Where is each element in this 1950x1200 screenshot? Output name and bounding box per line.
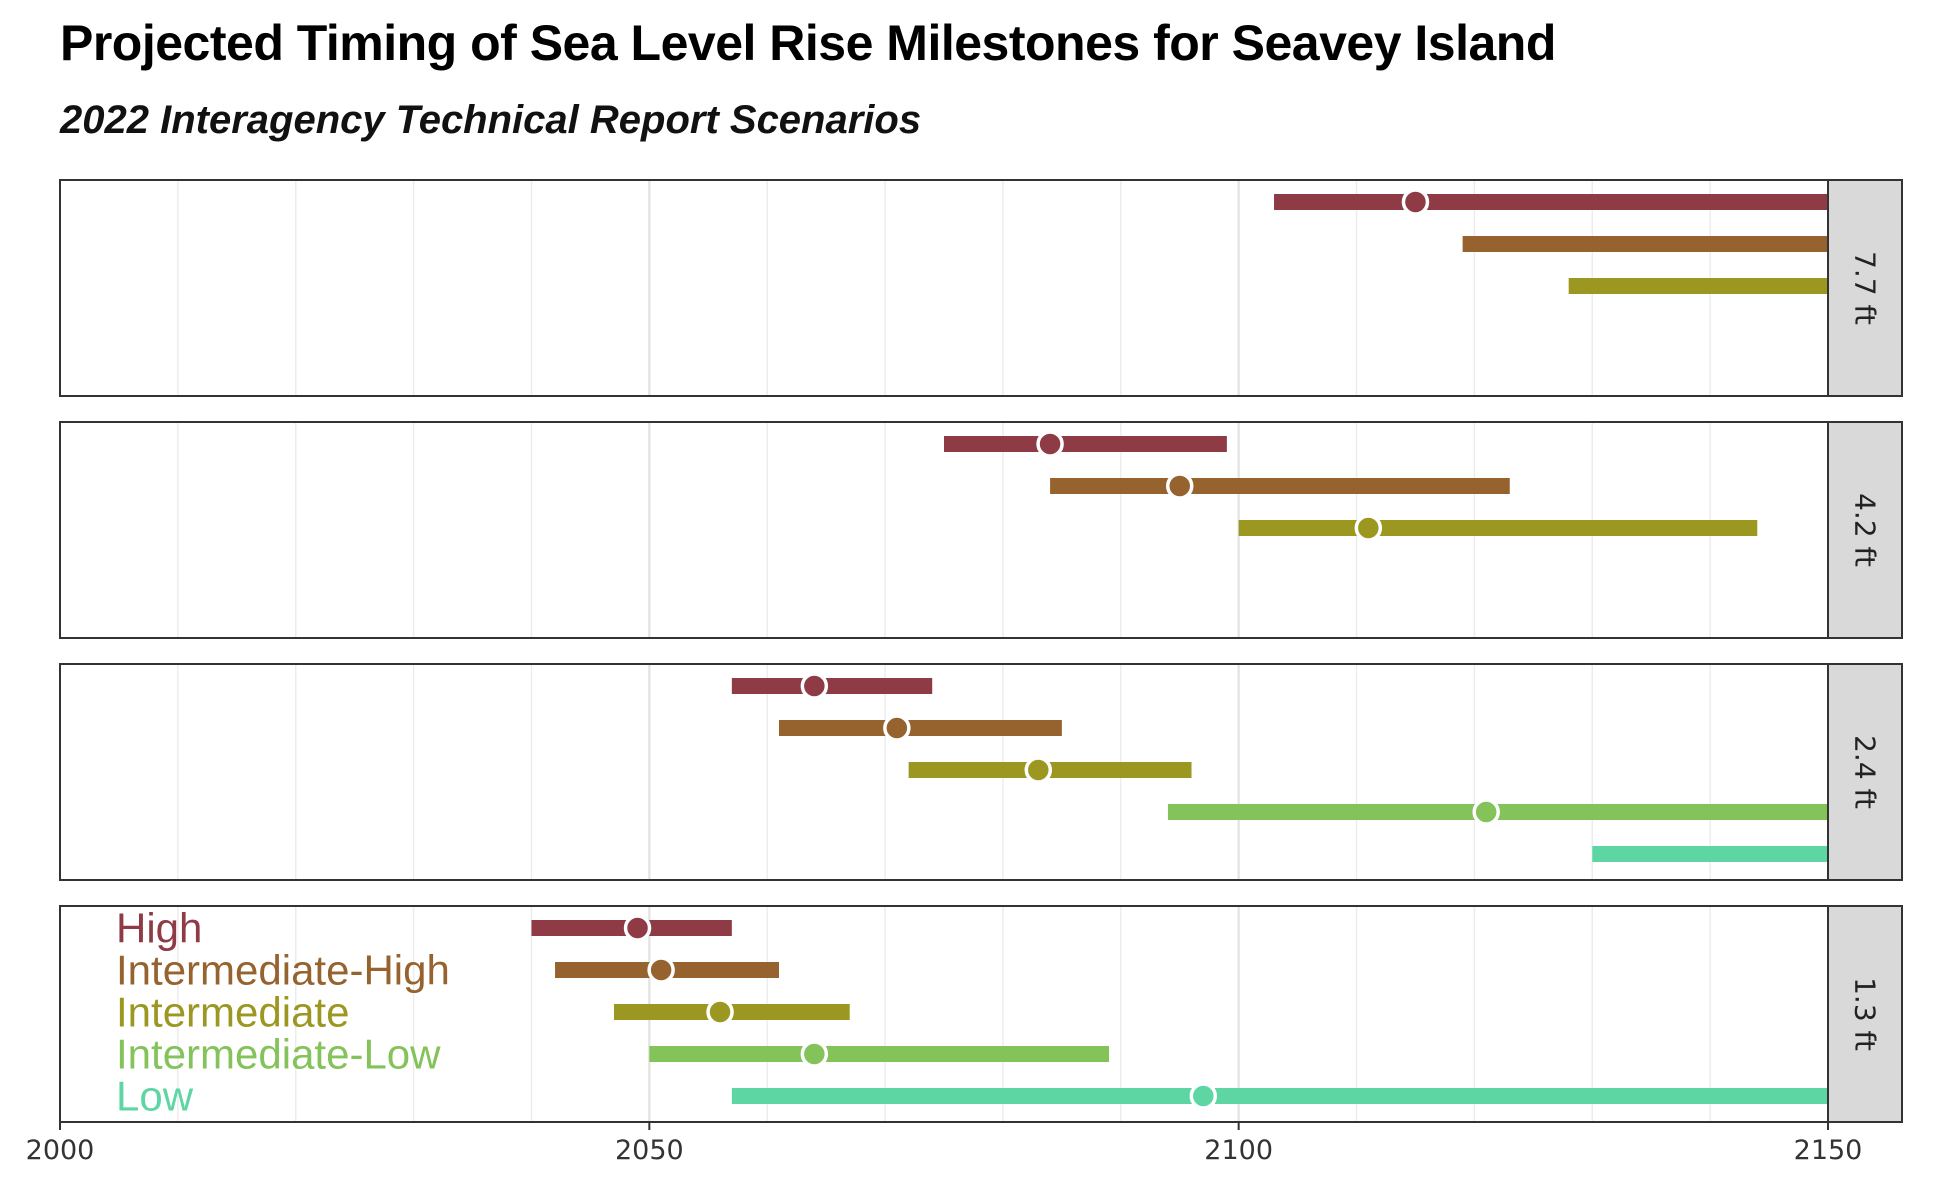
panel-7-7-ft: 7.7 ft (59, 179, 1903, 397)
panel-2-4-ft: 2.4 ft (59, 663, 1903, 881)
facet-label: 1.3 ft (1849, 977, 1882, 1051)
legend-entry-intermediate-low: Intermediate-Low (116, 1031, 441, 1078)
median-point-high (1036, 430, 1064, 458)
median-point-high (1401, 188, 1430, 216)
facet-label: 4.2 ft (1849, 493, 1882, 567)
facet-strip (1827, 421, 1903, 639)
legend-entry-intermediate: Intermediate (116, 989, 349, 1036)
range-bar-high (1274, 194, 1828, 210)
range-bar-intermediate-high (1050, 478, 1510, 494)
legend: HighIntermediate-HighIntermediateInterme… (116, 905, 450, 1120)
x-tick-label: 2100 (1204, 1135, 1273, 1166)
facet-strip (1827, 905, 1903, 1123)
range-bar-low (1592, 846, 1828, 862)
legend-entry-low: Low (116, 1073, 194, 1120)
range-bar-intermediate-high (778, 720, 1062, 736)
facet-strip (1827, 179, 1903, 397)
median-point-intermediate (1354, 514, 1383, 542)
facet-label: 7.7 ft (1849, 251, 1882, 325)
panel-background (60, 180, 1828, 396)
range-bar-intermediate (1238, 520, 1758, 536)
facet-label: 2.4 ft (1849, 735, 1882, 809)
median-point-high (800, 672, 829, 700)
median-point-intermediate-high (883, 714, 911, 742)
range-bar-low (731, 1088, 1828, 1104)
chart-title: Projected Timing of Sea Level Rise Miles… (60, 15, 1556, 71)
median-point-intermediate (1024, 756, 1053, 784)
panels-layer: 7.7 ft4.2 ft2.4 ft1.3 ftHighIntermediate… (59, 179, 1903, 1123)
legend-entry-intermediate-high: Intermediate-High (116, 947, 450, 994)
median-point-intermediate-high (647, 956, 675, 984)
legend-entry-high: High (116, 905, 202, 952)
facet-strip (1827, 663, 1903, 881)
median-point-high (623, 914, 652, 942)
panel-1-3-ft: 1.3 ft (59, 905, 1903, 1123)
range-bar-high (731, 678, 933, 694)
median-point-intermediate-low (1472, 798, 1500, 826)
range-bar-intermediate (1568, 278, 1828, 294)
x-tick-label: 2150 (1794, 1135, 1863, 1166)
panel-background (60, 906, 1828, 1122)
panel-4-2-ft: 4.2 ft (59, 421, 1903, 639)
x-tick-label: 2050 (615, 1135, 684, 1166)
x-tick-label: 2000 (26, 1135, 95, 1166)
range-bar-intermediate-high (1462, 236, 1828, 252)
x-axis: 2000 2050 2100 2150 (26, 1122, 1863, 1166)
range-bar-intermediate-low (649, 1046, 1110, 1062)
range-bar-high (944, 436, 1227, 452)
median-point-intermediate-high (1165, 472, 1194, 500)
median-point-intermediate (706, 998, 734, 1026)
chart-subtitle: 2022 Interagency Technical Report Scenar… (60, 98, 922, 142)
median-point-low (1189, 1082, 1218, 1110)
median-point-intermediate-low (800, 1040, 829, 1068)
